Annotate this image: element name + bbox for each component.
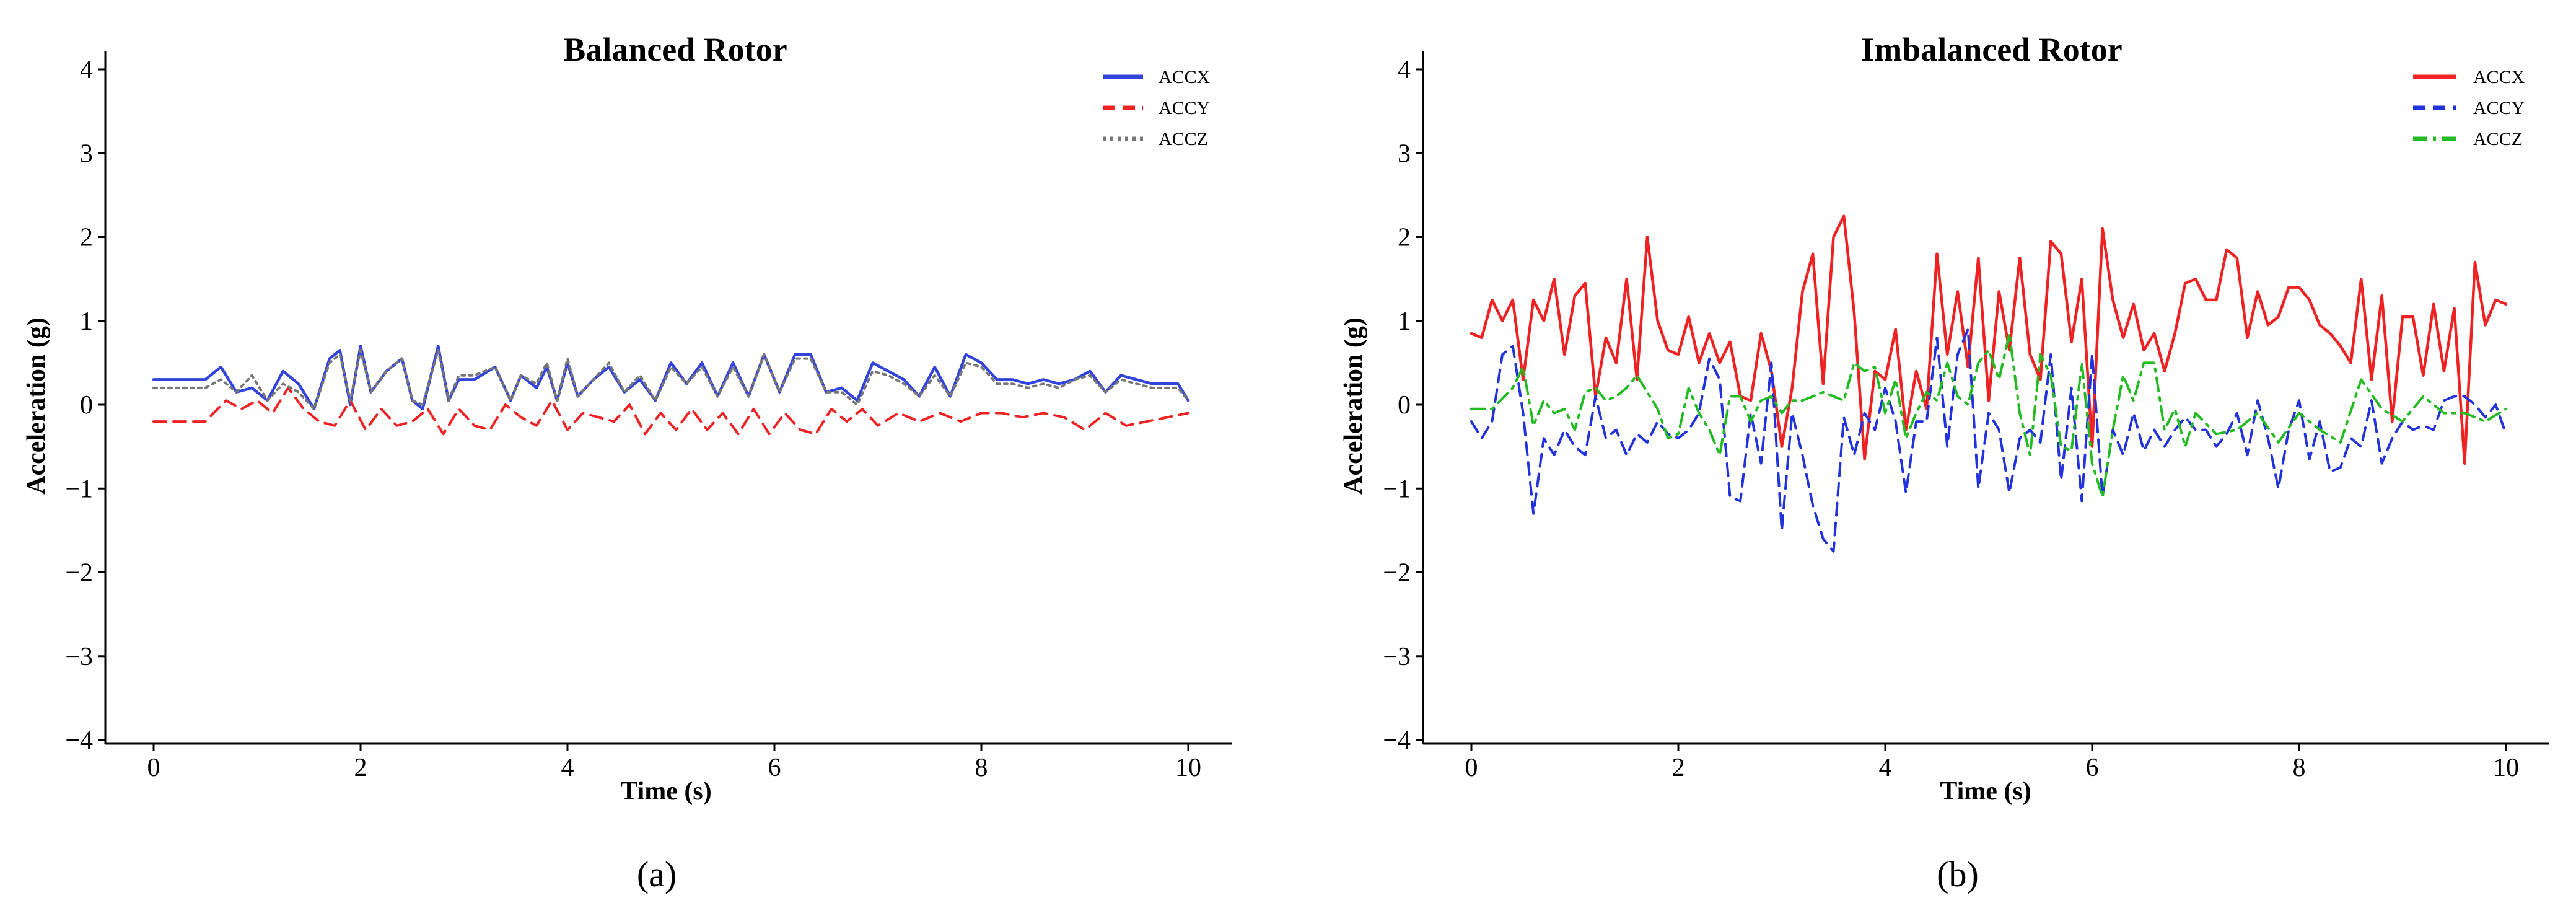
y-tick-label: 0 <box>80 391 93 420</box>
y-tick-label: 3 <box>80 139 93 168</box>
series-layer <box>152 345 1190 436</box>
y-tick-label: 4 <box>80 56 93 84</box>
y-tick-label: 2 <box>1398 224 1411 252</box>
chart-title: Balanced Rotor <box>563 31 787 68</box>
x-tick-label: 6 <box>2086 754 2099 782</box>
y-tick-label: −1 <box>1383 475 1411 503</box>
legend-label: ACCX <box>1159 67 1211 87</box>
x-tick-label: 8 <box>2293 754 2306 782</box>
x-tick-label: 2 <box>1672 754 1685 782</box>
legend: ACCX ACCY ACCZ <box>1103 67 1211 149</box>
y-tick-label: 1 <box>80 307 93 336</box>
legend-label: ACCZ <box>1159 129 1208 149</box>
legend-label: ACCY <box>2473 98 2525 118</box>
y-tick-label: −3 <box>65 643 93 671</box>
y-tick-label: 1 <box>1398 307 1411 336</box>
legend-label: ACCX <box>2473 67 2525 87</box>
series-line-accz <box>152 349 1189 410</box>
y-tick-label: 2 <box>80 224 93 252</box>
series-line-accx <box>152 345 1190 411</box>
y-tick-label: 0 <box>1398 391 1411 420</box>
panel-b: Imbalanced Rotor Time (s) Acceleration (… <box>1339 31 2549 894</box>
legend-label: ACCZ <box>2473 129 2523 149</box>
panel-caption: (b) <box>1937 854 1979 894</box>
x-tick-label: 4 <box>561 754 574 782</box>
legend: ACCX ACCY ACCZ <box>2413 67 2525 149</box>
series-line-accz <box>1470 332 2507 498</box>
series-layer <box>1470 214 2508 553</box>
series-line-accy <box>1470 328 2507 553</box>
y-tick-label: −4 <box>65 726 93 755</box>
x-axis-label: Time (s) <box>1940 777 2031 806</box>
y-tick-label: 3 <box>1398 139 1411 168</box>
x-tick-label: 0 <box>1465 754 1478 782</box>
chart-title: Imbalanced Rotor <box>1861 31 2122 68</box>
x-tick-label: 8 <box>975 754 988 782</box>
y-tick-label: −2 <box>65 559 93 588</box>
x-tick-label: 4 <box>1879 754 1892 782</box>
panel-a: Balanced Rotor Time (s) Acceleration (g)… <box>22 31 1232 894</box>
y-tick-label: −3 <box>1383 643 1411 671</box>
legend-label: ACCY <box>1159 98 1210 118</box>
series-line-accy <box>152 386 1189 436</box>
x-tick-label: 10 <box>2493 754 2519 782</box>
y-axis-label: Acceleration (g) <box>22 317 51 495</box>
y-axis-label: Acceleration (g) <box>1339 317 1368 495</box>
y-tick-label: 4 <box>1398 56 1411 84</box>
x-tick-label: 10 <box>1175 754 1201 782</box>
x-axis-label: Time (s) <box>620 777 711 806</box>
y-tick-label: −1 <box>65 475 93 503</box>
x-tick-label: 6 <box>768 754 781 782</box>
panel-caption: (a) <box>637 854 677 894</box>
y-tick-label: −2 <box>1383 559 1411 588</box>
x-tick-label: 0 <box>147 754 160 782</box>
x-tick-label: 2 <box>354 754 367 782</box>
y-tick-label: −4 <box>1383 726 1411 755</box>
series-line-accx <box>1470 214 2508 465</box>
